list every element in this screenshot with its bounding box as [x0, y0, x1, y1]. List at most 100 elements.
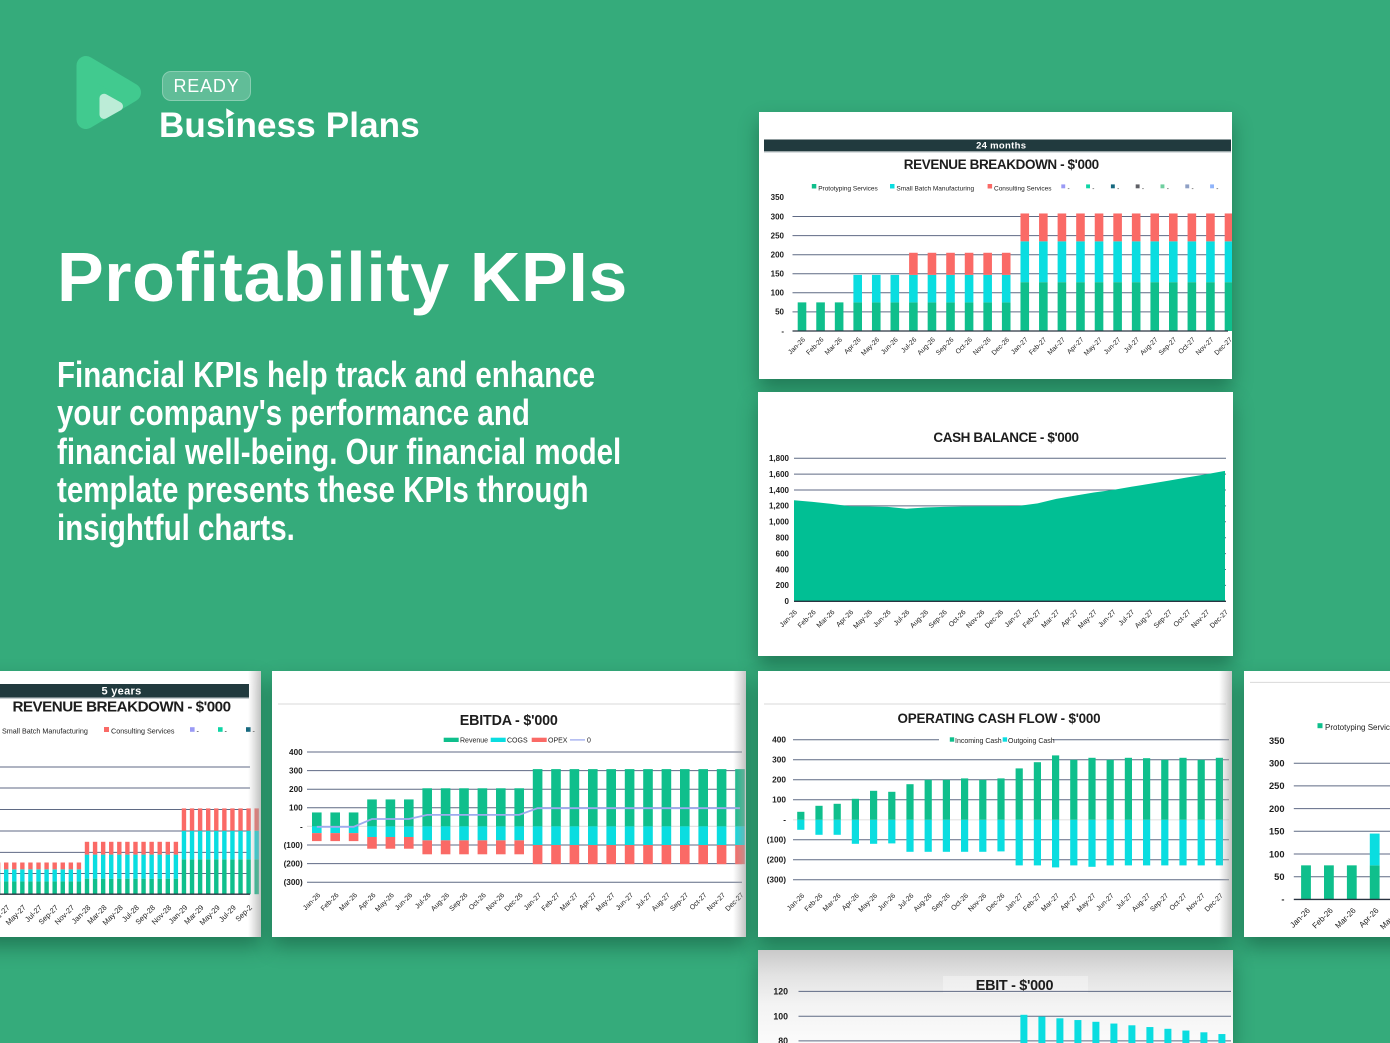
svg-text:150: 150 [1269, 827, 1285, 837]
svg-text:-: - [1192, 185, 1194, 192]
svg-text:800: 800 [776, 534, 790, 543]
svg-text:200: 200 [289, 785, 303, 794]
svg-text:350: 350 [1269, 736, 1285, 746]
svg-text:Sep-26: Sep-26 [931, 892, 952, 913]
svg-text:200: 200 [771, 251, 785, 260]
svg-text:OPERATING CASH FLOW - $'000: OPERATING CASH FLOW - $'000 [898, 711, 1101, 726]
svg-text:Feb-26: Feb-26 [1311, 906, 1336, 931]
svg-text:Mar-26: Mar-26 [816, 609, 837, 630]
svg-text:200: 200 [776, 581, 790, 590]
svg-text:Nov-26: Nov-26 [972, 336, 993, 357]
svg-text:400: 400 [772, 735, 786, 745]
svg-text:Dec-26: Dec-26 [985, 892, 1006, 913]
svg-text:(100): (100) [767, 835, 787, 845]
svg-text:May-27: May-27 [1077, 609, 1099, 631]
svg-text:Incoming Cash: Incoming Cash [955, 738, 1002, 745]
svg-text:Aug-26: Aug-26 [909, 609, 930, 630]
svg-text:Mar-27: Mar-27 [1047, 336, 1067, 356]
svg-text:Consulting Services: Consulting Services [994, 185, 1052, 192]
svg-text:Mar-27: Mar-27 [1040, 892, 1061, 913]
svg-text:Prototyping Services: Prototyping Services [818, 185, 878, 192]
svg-text:Apr-26: Apr-26 [1357, 906, 1381, 930]
svg-text:Dec-26: Dec-26 [991, 336, 1012, 357]
svg-text:Jan-26: Jan-26 [786, 892, 806, 912]
svg-text:-: - [1068, 185, 1070, 192]
svg-text:600: 600 [776, 549, 790, 558]
svg-text:Aug-27: Aug-27 [1131, 892, 1152, 913]
svg-text:Aug-26: Aug-26 [913, 892, 934, 913]
svg-text:Jun-27: Jun-27 [1103, 336, 1123, 356]
svg-text:-: - [300, 822, 303, 831]
svg-text:400: 400 [289, 748, 303, 757]
svg-text:COGS: COGS [507, 737, 528, 744]
svg-text:Prototyping Services: Prototyping Services [1325, 723, 1390, 732]
svg-text:OPEX: OPEX [548, 737, 568, 744]
svg-text:50: 50 [1274, 872, 1284, 882]
svg-text:Outgoing Cash: Outgoing Cash [1008, 738, 1055, 745]
svg-text:(200): (200) [767, 855, 787, 865]
svg-text:Mar-27: Mar-27 [559, 892, 580, 913]
svg-text:Jun-26: Jun-26 [873, 609, 893, 629]
svg-text:Feb-26: Feb-26 [805, 336, 825, 356]
svg-text:-: - [1167, 185, 1169, 192]
svg-text:Consulting Services: Consulting Services [111, 727, 175, 736]
svg-text:5 years: 5 years [101, 686, 141, 698]
svg-text:Aug-27: Aug-27 [1139, 336, 1160, 357]
svg-text:Nov-27: Nov-27 [1186, 892, 1207, 913]
svg-text:May-26: May-26 [1378, 906, 1390, 932]
svg-text:-: - [197, 727, 200, 736]
svg-text:1,600: 1,600 [769, 470, 790, 479]
svg-text:Sep-27: Sep-27 [1149, 892, 1170, 913]
svg-text:REVENUE BREAKDOWN - $'000: REVENUE BREAKDOWN - $'000 [12, 698, 230, 715]
svg-text:May-27: May-27 [1083, 336, 1104, 357]
svg-text:Jan-26: Jan-26 [787, 336, 807, 356]
svg-text:May-27: May-27 [1076, 892, 1098, 914]
svg-text:Nov-27: Nov-27 [1195, 336, 1216, 357]
svg-text:Jul-29: Jul-29 [217, 903, 238, 924]
svg-text:Sep-27: Sep-27 [1153, 609, 1174, 630]
svg-text:80: 80 [778, 1036, 788, 1043]
svg-text:300: 300 [771, 212, 785, 221]
svg-text:-: - [225, 727, 228, 736]
svg-text:Feb-26: Feb-26 [797, 609, 818, 630]
svg-text:250: 250 [771, 231, 785, 240]
svg-text:Jun-27: Jun-27 [615, 892, 635, 912]
svg-text:Dec-26: Dec-26 [984, 609, 1005, 630]
svg-text:Oct-27: Oct-27 [1173, 609, 1193, 629]
svg-text:Aug-27: Aug-27 [651, 892, 672, 913]
svg-text:Nov-26: Nov-26 [485, 892, 506, 913]
svg-text:300: 300 [1269, 759, 1285, 769]
svg-text:Oct-26: Oct-26 [955, 336, 975, 356]
svg-text:Mar-26: Mar-26 [338, 892, 359, 913]
svg-text:400: 400 [776, 565, 790, 574]
svg-text:-: - [781, 327, 784, 336]
svg-text:Small Batch Manufacturing: Small Batch Manufacturing [2, 727, 88, 736]
svg-text:Feb-26: Feb-26 [804, 892, 825, 913]
svg-text:May-26: May-26 [852, 609, 874, 631]
svg-text:(100): (100) [284, 841, 303, 850]
svg-text:Jan-27: Jan-27 [523, 892, 543, 912]
svg-text:100: 100 [772, 795, 786, 805]
svg-text:Nov-26: Nov-26 [967, 892, 988, 913]
svg-text:Jan-26: Jan-26 [779, 609, 799, 629]
svg-text:Dec-27: Dec-27 [1209, 609, 1230, 630]
svg-text:Mar-26: Mar-26 [824, 336, 844, 356]
svg-text:Jun-27: Jun-27 [1097, 609, 1117, 629]
svg-text:100: 100 [289, 804, 303, 813]
svg-text:0: 0 [785, 597, 790, 606]
svg-text:100: 100 [773, 1011, 788, 1021]
svg-text:Feb-27: Feb-27 [1028, 336, 1048, 356]
svg-text:Nov-26: Nov-26 [965, 609, 986, 630]
svg-text:1,200: 1,200 [769, 502, 790, 511]
svg-text:Jun-26: Jun-26 [877, 892, 897, 912]
svg-text:-: - [783, 815, 786, 825]
svg-text:EBIT - $'000: EBIT - $'000 [976, 978, 1054, 994]
svg-text:Mar-27: Mar-27 [1041, 609, 1062, 630]
svg-text:-: - [1092, 185, 1094, 192]
svg-text:Nov-27: Nov-27 [706, 892, 727, 913]
svg-text:0: 0 [587, 737, 591, 744]
svg-text:Sep-26: Sep-26 [928, 609, 949, 630]
svg-text:Jan-26: Jan-26 [302, 892, 322, 912]
svg-text:May-26: May-26 [858, 892, 880, 914]
svg-text:(300): (300) [767, 875, 787, 885]
